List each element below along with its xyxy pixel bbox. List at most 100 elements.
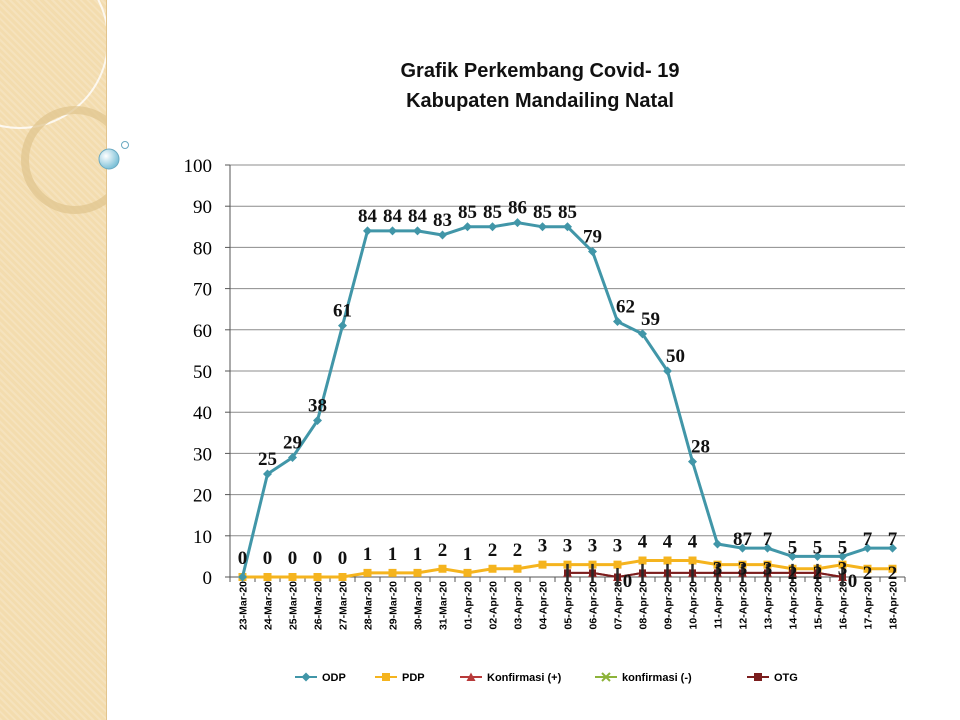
data-label-pdp: 4 (688, 532, 698, 553)
data-label-pdp: 3 (838, 559, 848, 580)
data-point-odp (738, 543, 747, 553)
chart-title-line-2: Kabupaten Mandailing Natal (406, 90, 674, 112)
x-tick-label: 29-Mar-20 (388, 581, 400, 630)
legend-label-konfirmasi: Konfirmasi (+) (487, 672, 562, 684)
x-tick-label: 16-Apr-20 (838, 581, 850, 630)
data-label-odp: 83 (433, 210, 452, 231)
data-point-odp (813, 551, 822, 561)
y-tick-label: 40 (193, 403, 212, 424)
data-label-odp: 84 (408, 206, 428, 227)
data-point-odp (763, 543, 772, 553)
data-label-odp: 79 (583, 227, 602, 248)
data-point-pdp (688, 556, 697, 565)
y-tick-label: 100 (184, 156, 213, 177)
data-point-pdp (663, 556, 672, 565)
data-point-odp (713, 539, 722, 549)
data-point-odp (388, 226, 397, 236)
data-label-odp: 5 (838, 537, 848, 558)
data-label-pdp: 2 (788, 563, 798, 584)
legend-label-odp: ODP (322, 672, 346, 684)
series-line-odp (241, 221, 893, 578)
data-point-odp (513, 218, 522, 228)
legend-marker-konfirmasi (601, 672, 611, 682)
data-label-otg: 0 (623, 571, 633, 592)
legend-marker-pdp (382, 673, 390, 681)
data-label-pdp: 3 (563, 536, 573, 557)
data-label-pdp: 2 (813, 563, 823, 584)
data-label-odp: 28 (691, 437, 710, 458)
data-label-pdp: 3 (738, 559, 748, 580)
y-tick-label: 10 (193, 527, 212, 548)
data-label-odp: 38 (308, 395, 327, 416)
data-label-odp: 50 (666, 346, 685, 367)
y-tick-label: 80 (193, 238, 212, 259)
decor-ring-outer (0, 0, 106, 129)
legend-item-konfirmasi: konfirmasi (-) (595, 672, 692, 684)
legend-item-odp: ODP (295, 672, 346, 684)
data-label-odp: 61 (333, 301, 352, 322)
data-label-odp: 84 (358, 206, 378, 227)
y-tick-label: 50 (193, 362, 212, 383)
y-tick-label: 60 (193, 321, 212, 342)
decor-ring-inner (21, 106, 106, 214)
data-point-odp (288, 453, 297, 463)
x-tick-label: 03-Apr-20 (513, 581, 525, 630)
data-label-odp: 84 (383, 206, 403, 227)
data-point-pdp (413, 568, 422, 577)
x-tick-label: 14-Apr-20 (788, 581, 800, 630)
data-point-pdp (638, 556, 647, 565)
data-point-pdp (513, 564, 522, 573)
side-decor-panel (0, 0, 107, 720)
data-label-pdp: 1 (463, 544, 473, 565)
data-point-pdp (463, 568, 472, 577)
data-label-pdp: 1 (363, 544, 373, 565)
x-tick-label: 31-Mar-20 (438, 581, 450, 630)
data-label-odp: 86 (508, 198, 527, 219)
data-label-odp: 85 (458, 202, 477, 223)
data-point-odp (588, 247, 597, 257)
data-label-pdp: 2 (863, 563, 873, 584)
data-point-pdp (363, 568, 372, 577)
x-tick-label: 09-Apr-20 (663, 581, 675, 630)
data-point-odp (838, 551, 847, 561)
x-tick-label: 28-Mar-20 (363, 581, 375, 630)
data-point-odp (663, 366, 672, 376)
x-tick-label: 01-Apr-20 (463, 581, 475, 630)
data-point-odp (338, 321, 347, 331)
data-label-pdp: 0 (338, 548, 348, 569)
data-point-odp (313, 415, 322, 425)
data-point-odp (888, 543, 897, 553)
data-point-odp (438, 230, 447, 240)
data-point-pdp (888, 564, 897, 573)
data-label-pdp: 0 (313, 548, 323, 569)
data-point-pdp (338, 573, 347, 581)
data-point-odp (263, 469, 272, 479)
x-tick-label: 07-Apr-20 (613, 581, 625, 630)
legend-marker-konfirmasi (466, 672, 476, 681)
y-tick-label: 70 (193, 280, 212, 301)
x-tick-label: 15-Apr-20 (813, 581, 825, 630)
y-tick-label: 0 (203, 568, 213, 589)
data-label-pdp: 2 (438, 540, 448, 561)
data-label-pdp: 1 (388, 544, 398, 565)
data-label-pdp: 3 (763, 559, 773, 580)
data-label-odp: 5 (788, 537, 798, 558)
chart-series (238, 218, 897, 586)
chart-legend: ODP PDP Konfirmasi (+) konfirmasi (-) OTG (295, 672, 798, 684)
legend-item-otg: OTG (747, 672, 798, 684)
data-point-pdp (288, 573, 297, 581)
x-tick-label: 10-Apr-20 (688, 581, 700, 630)
data-label-pdp: 1 (413, 544, 423, 565)
x-tick-label: 05-Apr-20 (563, 581, 575, 630)
data-point-odp (863, 543, 872, 553)
data-point-odp (363, 226, 372, 236)
x-tick-label: 08-Apr-20 (638, 581, 650, 630)
x-tick-label: 06-Apr-20 (588, 581, 600, 630)
data-label-pdp: 4 (638, 532, 648, 553)
data-label-pdp: 0 (288, 548, 298, 569)
y-axis-tick-labels: 0 10 20 30 40 50 60 70 80 90 100 (184, 156, 213, 589)
x-tick-label: 02-Apr-20 (488, 581, 500, 630)
y-tick-label: 20 (193, 486, 212, 507)
